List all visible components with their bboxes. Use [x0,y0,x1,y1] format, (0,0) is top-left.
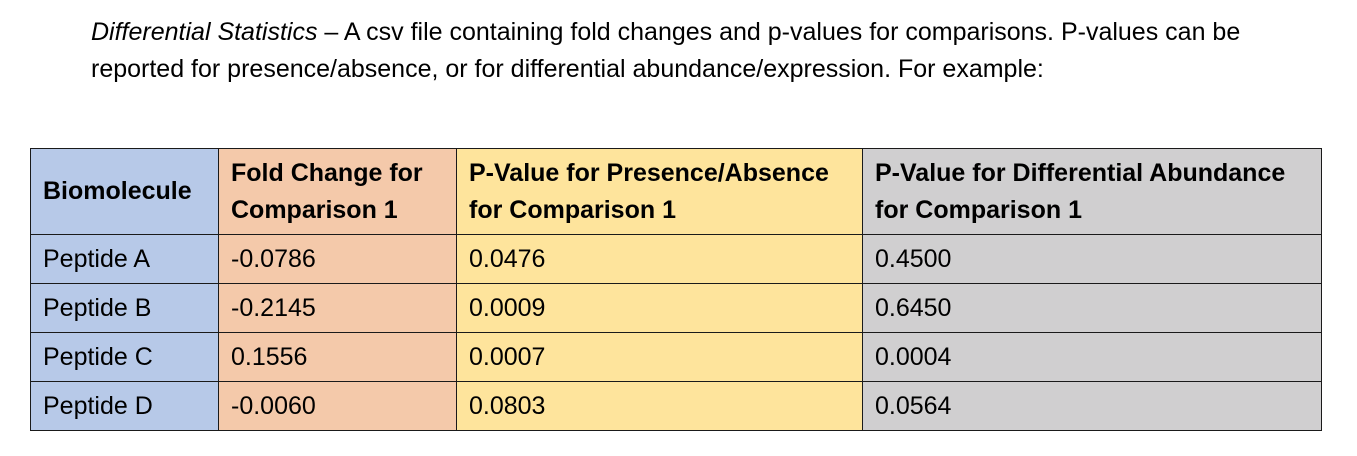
table-row: Peptide A -0.0786 0.0476 0.4500 [30,234,1322,284]
cell-p-value-differential-abundance: 0.0004 [862,332,1322,382]
table-row: Peptide C 0.1556 0.0007 0.0004 [30,332,1322,382]
cell-biomolecule: Peptide C [30,332,219,382]
header-p-value-presence-absence: P-Value for Presence/Absence for Compari… [456,148,863,235]
cell-fold-change: -0.2145 [218,283,457,333]
cell-biomolecule: Peptide D [30,381,219,431]
header-fold-change: Fold Change for Comparison 1 [218,148,457,235]
cell-p-value-presence-absence: 0.0009 [456,283,863,333]
cell-p-value-presence-absence: 0.0476 [456,234,863,284]
differential-statistics-table: Biomolecule Fold Change for Comparison 1… [30,148,1322,431]
cell-p-value-presence-absence: 0.0007 [456,332,863,382]
cell-fold-change: -0.0060 [218,381,457,431]
cell-p-value-presence-absence: 0.0803 [456,381,863,431]
intro-paragraph: Differential Statistics – A csv file con… [91,14,1251,88]
cell-p-value-differential-abundance: 0.6450 [862,283,1322,333]
cell-p-value-differential-abundance: 0.4500 [862,234,1322,284]
table-header-row: Biomolecule Fold Change for Comparison 1… [30,148,1322,235]
table-row: Peptide B -0.2145 0.0009 0.6450 [30,283,1322,333]
header-biomolecule: Biomolecule [30,148,219,235]
header-p-value-differential-abundance: P-Value for Differential Abundance for C… [862,148,1322,235]
cell-biomolecule: Peptide A [30,234,219,284]
intro-text: – A csv file containing fold changes and… [91,18,1241,83]
cell-fold-change: -0.0786 [218,234,457,284]
table-row: Peptide D -0.0060 0.0803 0.0564 [30,381,1322,431]
cell-fold-change: 0.1556 [218,332,457,382]
cell-biomolecule: Peptide B [30,283,219,333]
cell-p-value-differential-abundance: 0.0564 [862,381,1322,431]
term-label: Differential Statistics [91,18,318,46]
